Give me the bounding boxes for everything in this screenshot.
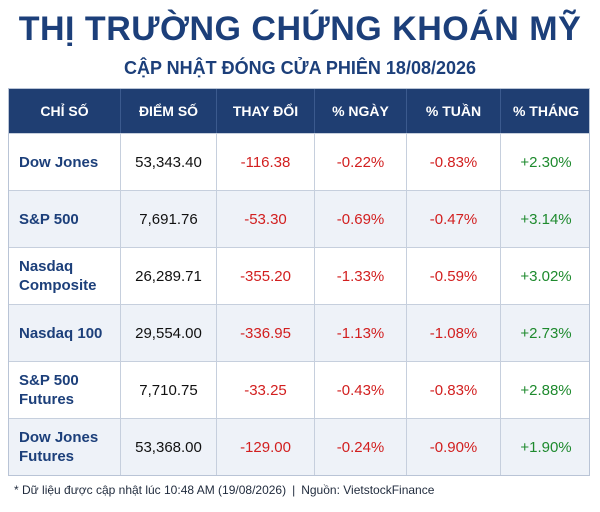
footnote-update-time: * Dữ liệu được cập nhật lúc 10:48 AM (19… (14, 483, 287, 497)
index-name: Nasdaq 100 (9, 305, 121, 361)
week-pct: -0.90% (407, 419, 501, 475)
index-change: -129.00 (217, 419, 315, 475)
index-points: 7,691.76 (121, 191, 217, 247)
day-pct: -0.43% (315, 362, 407, 418)
market-table: CHỈ SỐ ĐIỂM SỐ THAY ĐỔI % NGÀY % TUẦN % … (8, 88, 590, 476)
month-pct: +3.02% (520, 267, 572, 285)
week-pct: -1.08% (407, 305, 501, 361)
footnote-source: Nguồn: VietstockFinance (301, 483, 435, 497)
day-pct: -1.13% (315, 305, 407, 361)
index-points: 53,343.40 (121, 134, 217, 190)
day-pct: -0.24% (315, 419, 407, 475)
week-pct: -0.83% (407, 362, 501, 418)
month-pct: +2.30% (520, 153, 572, 171)
footnote-separator: | (292, 483, 296, 497)
table-row: Nasdaq 100 29,554.00 -336.95 -1.13% -1.0… (9, 304, 589, 361)
header-change: THAY ĐỔI (217, 89, 315, 133)
week-pct: -0.59% (407, 248, 501, 304)
index-change: -116.38 (217, 134, 315, 190)
index-change: -33.25 (217, 362, 315, 418)
table-row: Nasdaq Composite 26,289.71 -355.20 -1.33… (9, 247, 589, 304)
index-change: -355.20 (217, 248, 315, 304)
table-row: Dow Jones Futures 53,368.00 -129.00 -0.2… (9, 418, 589, 475)
index-name: Dow Jones Futures (9, 419, 121, 475)
index-change: -336.95 (217, 305, 315, 361)
page-title: THỊ TRƯỜNG CHỨNG KHOÁN MỸ (18, 10, 582, 48)
month-pct: +2.73% (520, 324, 572, 342)
header-index: CHỈ SỐ (9, 89, 121, 133)
header-month-pct: % THÁNG (512, 103, 580, 119)
page-subtitle: CẬP NHẬT ĐÓNG CỬA PHIÊN 18/08/2026 (123, 58, 477, 78)
index-change: -53.30 (217, 191, 315, 247)
header-day-pct: % NGÀY (315, 89, 407, 133)
index-name: S&P 500 (9, 191, 121, 247)
index-name: S&P 500 Futures (9, 362, 121, 418)
month-pct: +3.14% (520, 210, 572, 228)
index-points: 53,368.00 (121, 419, 217, 475)
day-pct: -0.69% (315, 191, 407, 247)
index-points: 29,554.00 (121, 305, 217, 361)
table-row: S&P 500 Futures 7,710.75 -33.25 -0.43% -… (9, 361, 589, 418)
index-points: 7,710.75 (121, 362, 217, 418)
footnote: * Dữ liệu được cập nhật lúc 10:48 AM (19… (14, 483, 434, 497)
index-points: 26,289.71 (121, 248, 217, 304)
table-row: Dow Jones 53,343.40 -116.38 -0.22% -0.83… (9, 133, 589, 190)
day-pct: -0.22% (315, 134, 407, 190)
month-pct: +1.90% (520, 438, 572, 456)
index-name: Nasdaq Composite (9, 248, 121, 304)
table-header: CHỈ SỐ ĐIỂM SỐ THAY ĐỔI % NGÀY % TUẦN % … (9, 89, 589, 133)
header-points: ĐIỂM SỐ (121, 89, 217, 133)
week-pct: -0.47% (407, 191, 501, 247)
header-week-pct: % TUẦN (407, 89, 501, 133)
index-name: Dow Jones (9, 134, 121, 190)
day-pct: -1.33% (315, 248, 407, 304)
table-row: S&P 500 7,691.76 -53.30 -0.69% -0.47% +3… (9, 190, 589, 247)
week-pct: -0.83% (407, 134, 501, 190)
month-pct: +2.88% (520, 381, 572, 399)
